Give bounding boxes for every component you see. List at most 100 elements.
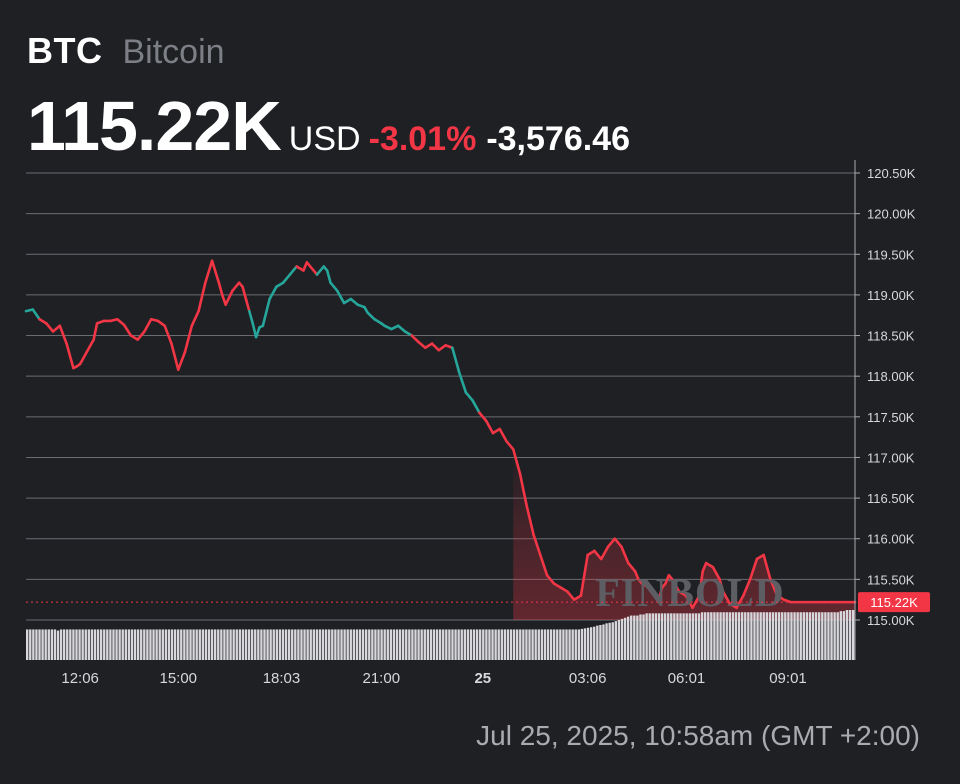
volume-bar [127,629,131,660]
y-tick-label: 119.50K [867,247,915,262]
volume-bar [143,629,146,660]
volume-bar [703,612,707,660]
volume-bar [740,612,744,660]
volume-bar [207,629,211,660]
timestamp: Jul 25, 2025, 10:58am (GMT +2:00) [476,720,920,751]
volume-bar [679,613,682,660]
volume-bar [226,629,229,660]
volume-bar [158,629,161,660]
volume-bar [620,618,624,660]
price-line-segment [677,590,688,597]
price-line-segment [373,317,383,325]
volume-bar [586,627,590,660]
price-line-segment [532,533,542,557]
price-line-segment [579,553,589,597]
price-line-segment [254,326,261,339]
volume-bar [420,629,423,660]
price-line-segment [275,281,285,289]
volume-bar [201,629,205,660]
price-line-segment [684,594,694,610]
price-line-segment [342,297,353,305]
volume-bar [177,629,180,660]
volume-bar [525,629,528,660]
price-line-segment [464,391,474,402]
volume-bar [244,629,248,660]
price-line-segment [606,537,617,549]
price-line-segment [190,309,200,328]
price-line-segment [586,549,596,557]
price-line-segment [742,578,752,597]
volume-bar [383,629,386,660]
volume-bar [768,612,772,660]
volume-bar [707,612,710,660]
volume-bar [833,612,836,660]
y-axis: 120.50K 120.00K 119.50K 119.00K 118.50K 118.0… [854,160,916,660]
price-line-segment [349,297,359,306]
price-line-segment [664,573,671,585]
volume-bar [818,612,821,660]
volume-bar [750,612,753,660]
volume-bar [713,612,716,660]
volume-bar [401,629,405,660]
volume-bar [140,629,143,660]
y-tick-label: 118.00K [867,369,915,384]
volume-bar [167,629,171,660]
volume-bar [531,629,534,660]
volume-bar [811,612,815,660]
volume-bar [516,629,519,660]
y-tick-label: 115.50K [867,572,915,587]
volume-bar [845,610,849,660]
current-price-label: 115.22K [870,595,918,610]
volume-bar [777,612,781,660]
volume-bar [645,613,648,660]
volume-bar [189,629,192,660]
price-line-segment [552,582,562,589]
price-line-segment [58,324,68,345]
volume-bar [44,629,47,660]
volume-bar [781,612,784,660]
price-line-segment [116,317,126,327]
volume-bar [115,629,118,660]
price-line-segment [491,427,502,435]
price-line-segment [593,549,603,561]
currency-label: USD [288,120,361,158]
volume-bar [32,629,35,660]
volume-bar [725,612,728,660]
volume-bar [491,629,494,660]
volume-bar [503,629,507,660]
volume-bar [482,629,485,660]
price-line-segment [136,330,146,341]
x-tick-label: 09:01 [769,670,807,687]
price-line-segment [728,602,738,610]
volume-bar [479,629,482,660]
volume-bar [294,629,297,660]
volume-bar [99,629,103,660]
price-row: 115.22K USD -3.01% -3,576.46 [27,86,630,166]
price-line-segment [143,317,153,333]
x-tick-label: 12:06 [61,670,99,687]
current-price-marker: 115.22K [26,592,930,613]
volume-bar [53,629,57,660]
price-chart[interactable]: 120.50K 120.00K 119.50K 119.00K 118.50K 118.0… [0,0,960,700]
volume-bar [56,630,60,660]
price-line-segment [539,553,549,577]
volume-bar [626,616,630,660]
volume-bar [281,629,285,660]
volume-bar [223,629,226,660]
volume-bar [719,612,722,660]
volume-bar [287,629,291,660]
price-line-segment [325,269,332,285]
price-line-segment [176,350,187,371]
volume-bar [81,629,84,660]
volume-bar [26,629,29,660]
volume-bar [534,629,537,660]
volume-bar [315,629,319,660]
volume-bar [235,629,238,660]
volume-bar [734,612,738,660]
x-tick-label: 25 [474,670,491,687]
volume-bar [580,628,584,660]
volume-bar [78,629,81,660]
price-line-segment [484,419,495,435]
price-line-segment [698,569,705,597]
ticker-symbol: BTC [27,30,103,71]
